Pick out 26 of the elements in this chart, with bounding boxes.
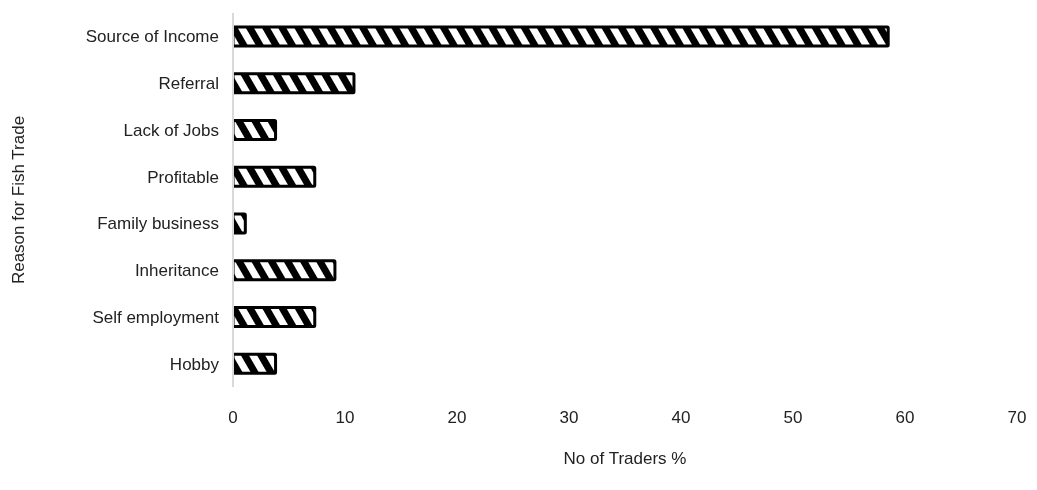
y-tick-label: Lack of Jobs: [123, 120, 219, 140]
x-tick-label: 40: [671, 408, 691, 428]
bar: [233, 165, 317, 188]
y-tick-label: Source of Income: [85, 27, 219, 47]
x-tick-label: 50: [783, 408, 803, 428]
bar: [233, 212, 247, 235]
x-tick-label: 60: [895, 408, 915, 428]
y-tick-label: Inheritance: [134, 261, 219, 281]
x-tick-label: 30: [559, 408, 579, 428]
x-tick-label: 10: [335, 408, 355, 428]
y-tick-label: Family business: [97, 214, 219, 234]
y-tick-label: Referral: [158, 74, 219, 94]
bar: [233, 25, 890, 48]
y-tick-label: Self employment: [92, 307, 220, 327]
bar: [233, 72, 356, 95]
bar: [233, 352, 278, 375]
x-tick-label: 20: [447, 408, 467, 428]
x-tick-label: 0: [228, 408, 238, 428]
bar: [233, 259, 337, 282]
bar: [233, 119, 278, 141]
bar: [233, 306, 317, 328]
x-tick-label: 70: [1007, 408, 1027, 428]
y-tick-label: Hobby: [169, 354, 220, 374]
y-axis-title: Reason for Fish Trade: [9, 115, 29, 285]
x-axis-title: No of Traders %: [563, 449, 687, 468]
y-tick-label: Profitable: [147, 167, 219, 187]
